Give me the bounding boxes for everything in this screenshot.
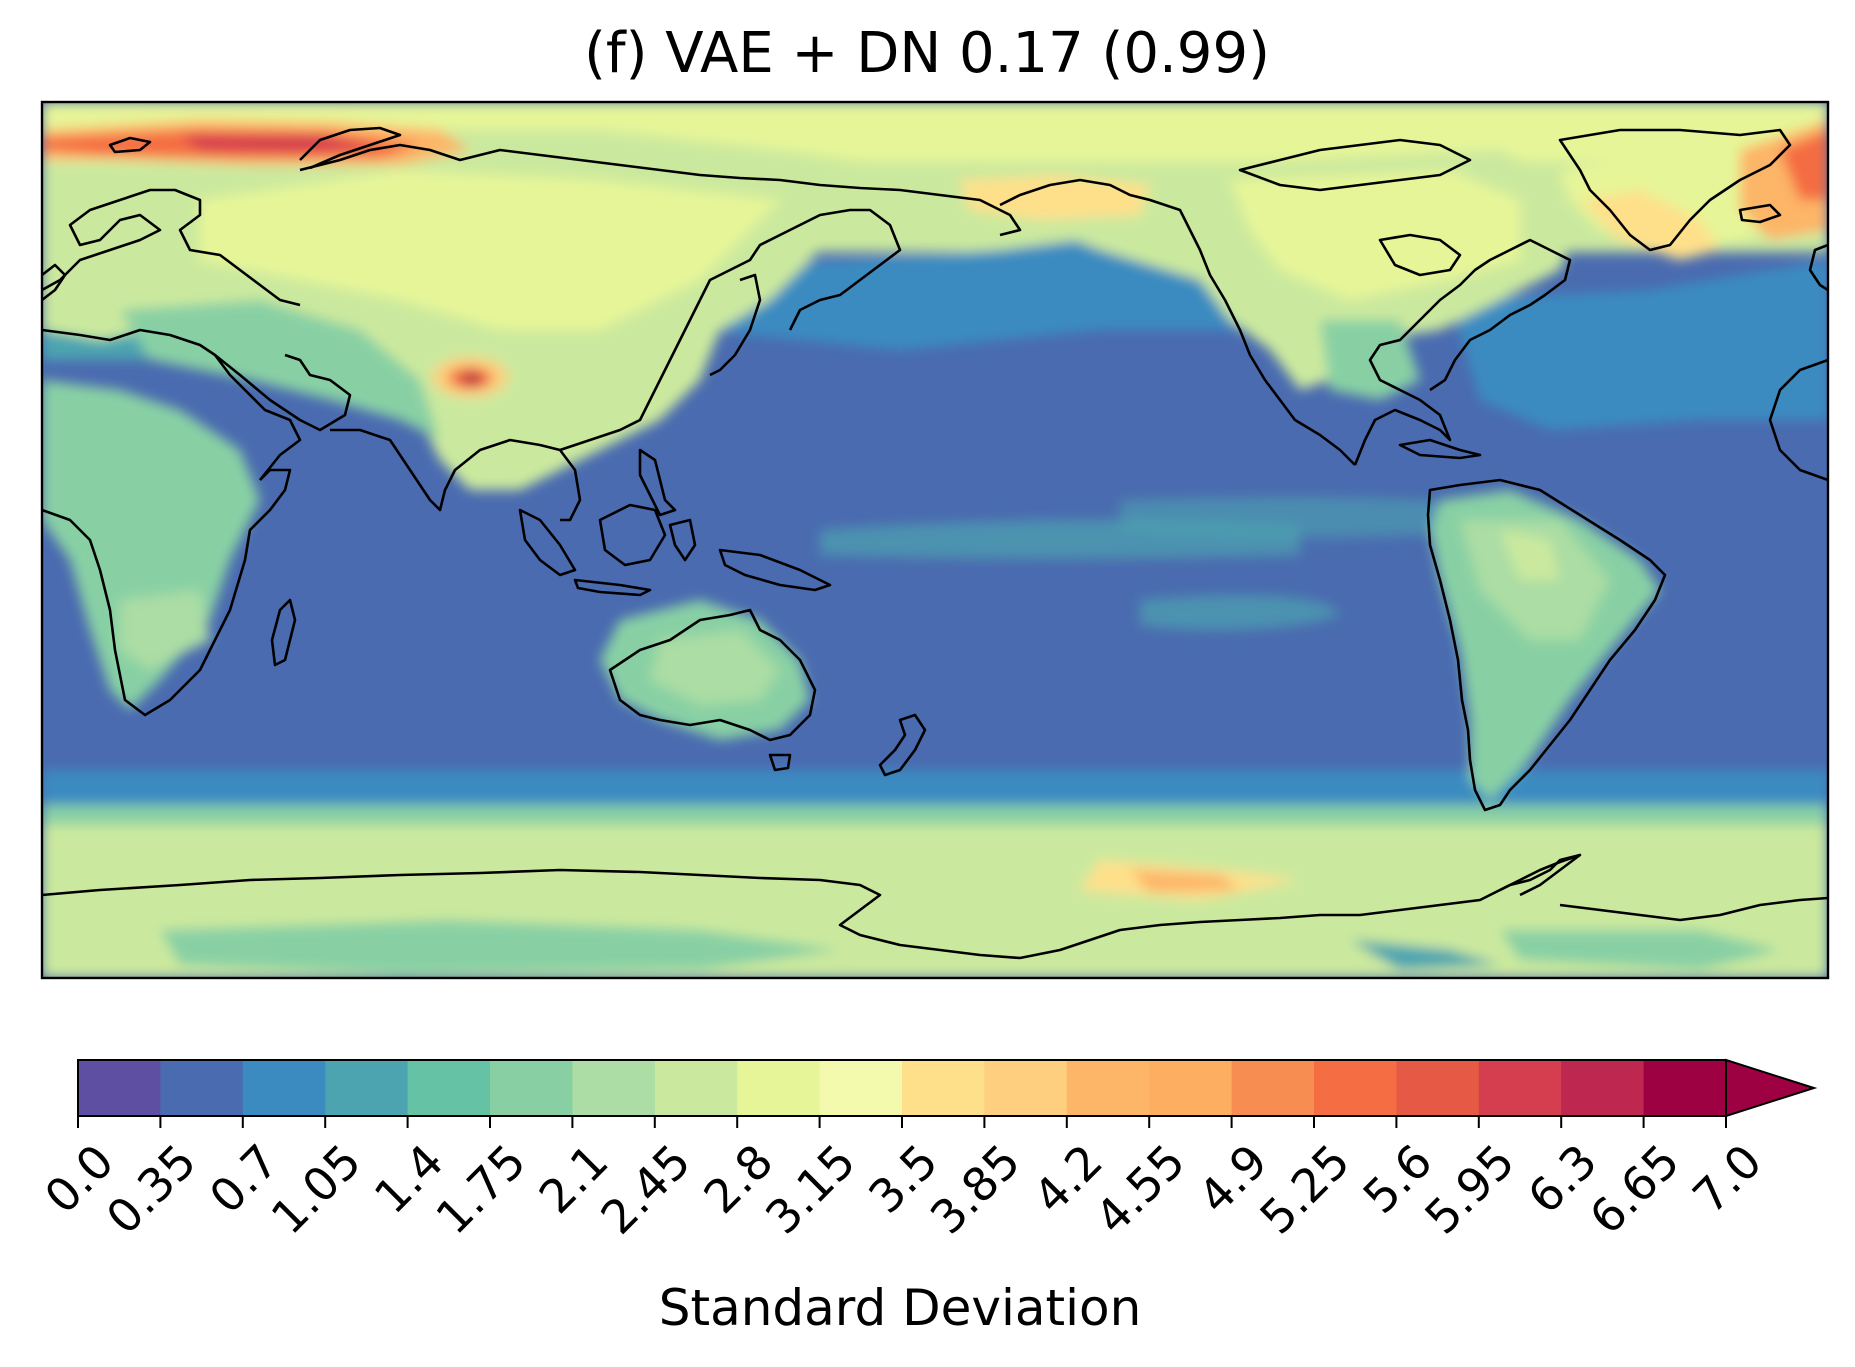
coastline-africa-east-wrap (1768, 358, 1828, 482)
colorbar-tick-label: 1.05 (261, 1134, 372, 1245)
colorbar-tick-label: 6.65 (1579, 1134, 1690, 1245)
map-title: (f) VAE + DN 0.17 (0.99) (584, 21, 1270, 86)
colorbar-segment (490, 1060, 573, 1116)
colorbar-extend-arrow (1725, 1058, 1818, 1118)
coastline-greenland (1558, 128, 1792, 252)
coastline-east-asia (698, 208, 902, 331)
coastline-hudson-bay (1378, 233, 1462, 277)
colorbar-tick-label: 5.95 (1414, 1134, 1525, 1245)
coastline-iceland (1738, 203, 1782, 224)
colorbar-tick-label: 7.0 (1682, 1134, 1772, 1224)
colorbar-segment (902, 1060, 985, 1116)
colorbar-tick-label: 3.85 (920, 1134, 1031, 1245)
coastline-europe-east-wrap (1808, 243, 1828, 292)
colorbar-segment (1149, 1060, 1233, 1116)
coastline-sulawesi (668, 518, 697, 562)
colorbar-segment (737, 1060, 821, 1116)
coastline-java (573, 578, 652, 597)
coastline-siberia (299, 143, 1022, 237)
coastline-borneo (598, 503, 667, 567)
colorbar-segment (654, 1060, 738, 1116)
colorbar (77, 1058, 1818, 1118)
colorbar-segment (1561, 1060, 1645, 1116)
colorbar-segment (1478, 1060, 1562, 1116)
colorbar-label: Standard Deviation (659, 1279, 1142, 1337)
coastline-indochina (559, 299, 702, 452)
colorbar-segment (325, 1060, 409, 1116)
coastline-madagascar (270, 598, 297, 667)
colorbar-tick-label: 2.45 (590, 1134, 701, 1245)
coastline-new-zealand (878, 713, 927, 777)
colorbar-tick-label: 5.25 (1250, 1134, 1361, 1245)
coastline-tasmania (768, 753, 792, 772)
coastline-antarctica (42, 853, 1581, 960)
coastline-south-america (1426, 478, 1667, 812)
colorbar-segment (1231, 1060, 1315, 1116)
coastline-arabia (214, 353, 352, 432)
coastline-mediterranean (42, 328, 302, 481)
colorbar-tick-label: 1.75 (426, 1134, 537, 1245)
coastline-alaska (999, 178, 1227, 301)
coastline-antarctic-peninsula (1499, 853, 1582, 897)
coastline-novaya-zemlya (299, 126, 402, 170)
colorbar-segment (78, 1060, 161, 1116)
coastline-sumatra (518, 508, 577, 577)
colorbar-tick-label: 3.15 (755, 1134, 866, 1245)
colorbar-segment (1396, 1060, 1480, 1116)
coastline-svalbard (108, 136, 152, 154)
colorbar-ticks: 0.00.350.71.051.41.752.12.452.83.153.53.… (34, 1116, 1772, 1245)
coastline-australia (608, 608, 817, 742)
colorbar-segment (407, 1060, 491, 1116)
coastline-japan (709, 273, 762, 377)
coastline-europe (42, 188, 301, 307)
colorbar-segment (242, 1060, 326, 1116)
coastline-na-west (1223, 299, 1356, 466)
colorbar-segment (1643, 1060, 1727, 1116)
coastline-philippines (638, 448, 677, 517)
coastline-arctic-archipelago (1238, 138, 1472, 192)
colorbar-segment (1314, 1060, 1397, 1116)
coastline-britain (42, 263, 67, 302)
colorbar-tick-label: 0.35 (96, 1134, 207, 1245)
colorbar-segment (984, 1060, 1068, 1116)
coastline-na-east (1353, 238, 1572, 466)
colorbar-segment (160, 1060, 244, 1116)
colorbar-segment (1066, 1060, 1150, 1116)
coastline-cuba (1398, 438, 1482, 460)
map-panel (42, 102, 1828, 978)
coastline-africa (42, 468, 292, 717)
coastlines (42, 126, 1828, 960)
colorbar-segment (819, 1060, 903, 1116)
colorbar-segment (572, 1060, 656, 1116)
coastline-india (330, 428, 582, 522)
map-frame (40, 100, 1830, 980)
coastline-new-guinea (718, 548, 832, 592)
colorbar-tick-label: 4.55 (1085, 1134, 1196, 1245)
coastline-antarctica-east (1559, 896, 1828, 922)
